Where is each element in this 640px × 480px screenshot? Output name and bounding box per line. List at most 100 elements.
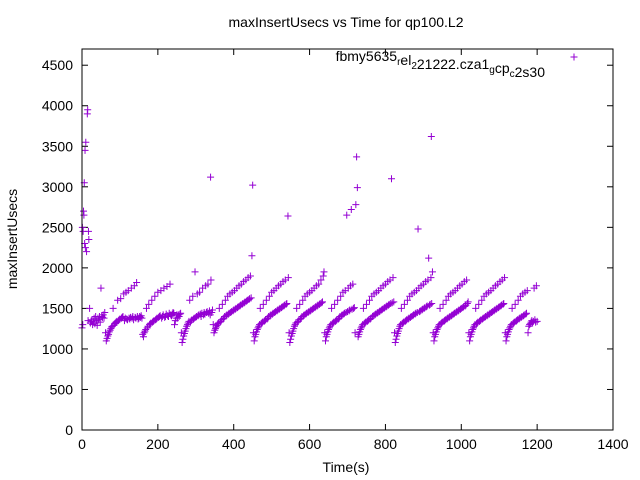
data-point	[390, 298, 398, 306]
data-point	[365, 296, 373, 304]
data-point	[469, 325, 477, 333]
plot-frame	[81, 48, 614, 431]
data-point	[94, 314, 102, 322]
data-point	[170, 309, 178, 317]
data-point	[347, 206, 355, 214]
data-point	[422, 303, 430, 311]
data-point	[350, 304, 358, 312]
data-point	[430, 337, 438, 345]
data-point	[158, 314, 166, 322]
data-point	[356, 325, 364, 333]
data-point	[352, 201, 360, 209]
data-point	[322, 337, 330, 345]
data-point	[412, 309, 420, 317]
data-point	[106, 326, 114, 334]
data-point	[351, 329, 359, 337]
data-point	[109, 304, 117, 312]
data-point	[155, 313, 163, 321]
data-point	[434, 324, 442, 332]
data-point	[265, 292, 273, 300]
data-point	[84, 227, 92, 235]
legend-label-part: cp	[495, 60, 510, 76]
data-point	[166, 280, 174, 288]
data-point	[176, 310, 184, 318]
data-point	[523, 309, 531, 317]
x-tick-label: 1400	[597, 436, 628, 452]
x-axis-label: Time(s)	[323, 459, 370, 475]
data-point	[136, 313, 144, 321]
data-point	[140, 329, 148, 337]
data-point	[208, 306, 216, 314]
data-point	[362, 300, 370, 308]
data-point	[287, 335, 295, 343]
legend-label-subscript: 2	[411, 61, 417, 72]
data-point	[171, 321, 179, 329]
data-point	[426, 300, 434, 308]
y-tick-label: 2500	[42, 219, 73, 235]
data-point	[397, 304, 405, 312]
data-point	[254, 324, 262, 332]
data-point	[284, 274, 292, 282]
data-point	[299, 296, 307, 304]
data-point	[428, 300, 436, 308]
data-point	[320, 268, 328, 276]
x-tick-label: 1200	[522, 436, 553, 452]
data-point	[207, 173, 215, 181]
data-point	[100, 314, 108, 322]
data-point	[81, 244, 89, 252]
data-point	[359, 304, 367, 312]
data-point	[499, 300, 507, 308]
data-point	[319, 272, 327, 280]
data-point	[290, 322, 298, 330]
data-point	[221, 296, 229, 304]
data-point	[145, 300, 153, 308]
data-point	[212, 323, 220, 331]
y-axis-label: maxInsertUsecs	[4, 189, 20, 289]
data-point	[317, 276, 325, 284]
data-point	[196, 288, 204, 296]
data-point	[403, 296, 411, 304]
data-point	[439, 300, 447, 308]
legend: fbmy5635rel221222.cza1gcpc2s30	[336, 48, 578, 80]
x-tick-label: 0	[78, 436, 86, 452]
data-point	[463, 276, 471, 284]
data-point	[248, 252, 256, 260]
data-point	[160, 284, 168, 292]
data-point	[427, 274, 435, 282]
data-point	[169, 308, 177, 316]
data-point	[154, 288, 162, 296]
data-point	[506, 324, 514, 332]
data-point	[79, 321, 87, 329]
data-point	[105, 328, 113, 336]
data-point	[522, 310, 530, 318]
chart-title: maxInsertUsecs vs Time for qp100.L2	[229, 14, 464, 30]
data-point	[186, 296, 194, 304]
data-point	[81, 146, 89, 154]
data-point	[328, 304, 336, 312]
data-point	[433, 325, 441, 333]
data-point	[523, 287, 531, 295]
data-point	[189, 292, 197, 300]
y-tick-label: 3000	[42, 179, 73, 195]
data-point	[282, 300, 290, 308]
data-point	[400, 300, 408, 308]
legend-label-subscript: r	[397, 57, 401, 68]
data-point	[168, 310, 176, 318]
data-point	[138, 314, 146, 322]
y-tick-label: 1500	[42, 300, 73, 316]
x-tick-label: 200	[146, 436, 170, 452]
data-point	[101, 308, 109, 316]
data-point	[532, 282, 540, 290]
legend-marker-symbol	[570, 53, 578, 61]
data-point	[391, 338, 399, 346]
data-point	[428, 268, 436, 276]
data-point	[139, 333, 147, 341]
data-point	[325, 324, 333, 332]
data-point	[283, 300, 291, 308]
data-point	[183, 322, 191, 330]
data-points	[78, 106, 541, 346]
data-point	[505, 325, 513, 333]
data-point	[286, 338, 294, 346]
